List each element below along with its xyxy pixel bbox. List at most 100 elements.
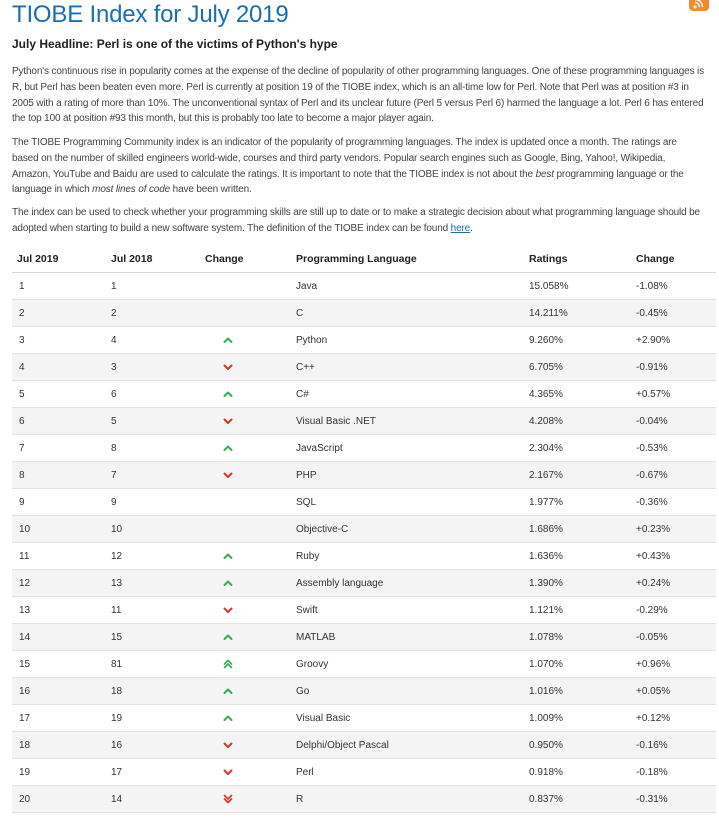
paragraph2-text-c: have been written.: [170, 184, 252, 196]
rank-2018: 15: [111, 623, 205, 651]
rank-2018: 81: [111, 650, 205, 678]
rating-value: 1.078%: [529, 623, 636, 651]
rating-value: 1.016%: [529, 677, 636, 705]
language-name: Visual Basic .NET: [296, 407, 529, 435]
rank-2018: 6: [111, 380, 205, 408]
table-row: 9 9 SQL 1.977% -0.36%: [12, 488, 716, 516]
usage-paragraph: The index can be used to check whether y…: [12, 205, 705, 237]
change-cell: [205, 380, 296, 408]
table-row: 7 8 JavaScript 2.304% -0.53%: [12, 434, 716, 462]
rating-change: -0.16%: [636, 731, 716, 759]
change-cell: [205, 596, 296, 624]
rank-2018: 5: [111, 407, 205, 435]
language-name: Assembly language: [296, 569, 529, 597]
change-cell: [205, 272, 296, 300]
rating-value: 1.070%: [529, 650, 636, 678]
paragraph2-text-a: The TIOBE Programming Community index is…: [12, 137, 677, 180]
tiobe-index-table: Jul 2019 Jul 2018 Change Programming Lan…: [12, 245, 716, 813]
rating-change: -0.36%: [636, 488, 716, 516]
language-name: JavaScript: [296, 434, 529, 462]
table-row: 4 3 C++ 6.705% -0.91%: [12, 353, 716, 381]
change-cell: [205, 407, 296, 435]
rating-change: -0.04%: [636, 407, 716, 435]
rating-value: 1.977%: [529, 488, 636, 516]
header-ratings: Ratings: [529, 245, 636, 273]
arrow-up-icon: [222, 550, 234, 562]
table-row: 13 11 Swift 1.121% -0.29%: [12, 596, 716, 624]
rating-change: -0.91%: [636, 353, 716, 381]
rating-change: -0.29%: [636, 596, 716, 624]
language-name: Visual Basic: [296, 704, 529, 732]
change-cell: [205, 731, 296, 759]
paragraph2-em-best: best: [535, 168, 554, 180]
language-name: R: [296, 785, 529, 813]
rank-2018: 4: [111, 326, 205, 354]
arrow-up-icon: [222, 712, 234, 724]
rank-2019: 16: [12, 677, 111, 705]
table-row: 2 2 C 14.211% -0.45%: [12, 299, 716, 327]
language-name: C: [296, 299, 529, 327]
rank-2019: 6: [12, 407, 111, 435]
rank-2019: 18: [12, 731, 111, 759]
table-row: 3 4 Python 9.260% +2.90%: [12, 326, 716, 354]
rank-2019: 10: [12, 515, 111, 543]
rating-value: 4.208%: [529, 407, 636, 435]
table-row: 5 6 C# 4.365% +0.57%: [12, 380, 716, 408]
double-arrow-down-icon: [222, 793, 234, 805]
rank-2019: 11: [12, 542, 111, 570]
rating-change: +0.12%: [636, 704, 716, 732]
rating-change: -0.31%: [636, 785, 716, 813]
rating-value: 14.211%: [529, 299, 636, 327]
rating-change: -0.05%: [636, 623, 716, 651]
rating-change: +0.43%: [636, 542, 716, 570]
arrow-down-icon: [222, 415, 234, 427]
page-title: TIOBE Index for July 2019: [12, 1, 289, 28]
arrow-up-icon: [222, 631, 234, 643]
change-cell: [205, 488, 296, 516]
rating-value: 1.636%: [529, 542, 636, 570]
change-cell: [205, 515, 296, 543]
table-body: 1 1 Java 15.058% -1.08% 2 2 C 14.211% -0.45% 3 4 Pyt…: [12, 272, 716, 813]
rating-value: 6.705%: [529, 353, 636, 381]
rank-2019: 2: [12, 299, 111, 327]
rating-value: 1.686%: [529, 515, 636, 543]
rank-2018: 2: [111, 299, 205, 327]
arrow-up-icon: [222, 442, 234, 454]
rss-icon[interactable]: [689, 0, 709, 11]
rank-2019: 4: [12, 353, 111, 381]
rating-change: -1.08%: [636, 272, 716, 300]
rank-2018: 18: [111, 677, 205, 705]
language-name: Java: [296, 272, 529, 300]
rank-2019: 7: [12, 434, 111, 462]
rank-2018: 19: [111, 704, 205, 732]
table-row: 17 19 Visual Basic 1.009% +0.12%: [12, 704, 716, 732]
rating-value: 1.390%: [529, 569, 636, 597]
rating-change: -0.45%: [636, 299, 716, 327]
rating-value: 2.304%: [529, 434, 636, 462]
rank-2018: 11: [111, 596, 205, 624]
rank-2018: 10: [111, 515, 205, 543]
rank-2019: 20: [12, 785, 111, 813]
table-row: 20 14 R 0.837% -0.31%: [12, 785, 716, 813]
change-cell: [205, 650, 296, 678]
change-cell: [205, 758, 296, 786]
paragraph3-text: The index can be used to check whether y…: [12, 207, 700, 234]
change-cell: [205, 569, 296, 597]
arrow-up-icon: [222, 334, 234, 346]
header-change: Change: [205, 245, 296, 273]
rating-change: +0.23%: [636, 515, 716, 543]
rank-2018: 3: [111, 353, 205, 381]
definition-link[interactable]: here: [450, 222, 471, 234]
change-cell: [205, 785, 296, 813]
language-name: Groovy: [296, 650, 529, 678]
change-cell: [205, 434, 296, 462]
language-name: Delphi/Object Pascal: [296, 731, 529, 759]
rank-2019: 9: [12, 488, 111, 516]
language-name: Objective-C: [296, 515, 529, 543]
table-row: 11 12 Ruby 1.636% +0.43%: [12, 542, 716, 570]
rating-change: +0.57%: [636, 380, 716, 408]
arrow-down-icon: [222, 604, 234, 616]
language-name: PHP: [296, 461, 529, 489]
change-cell: [205, 704, 296, 732]
